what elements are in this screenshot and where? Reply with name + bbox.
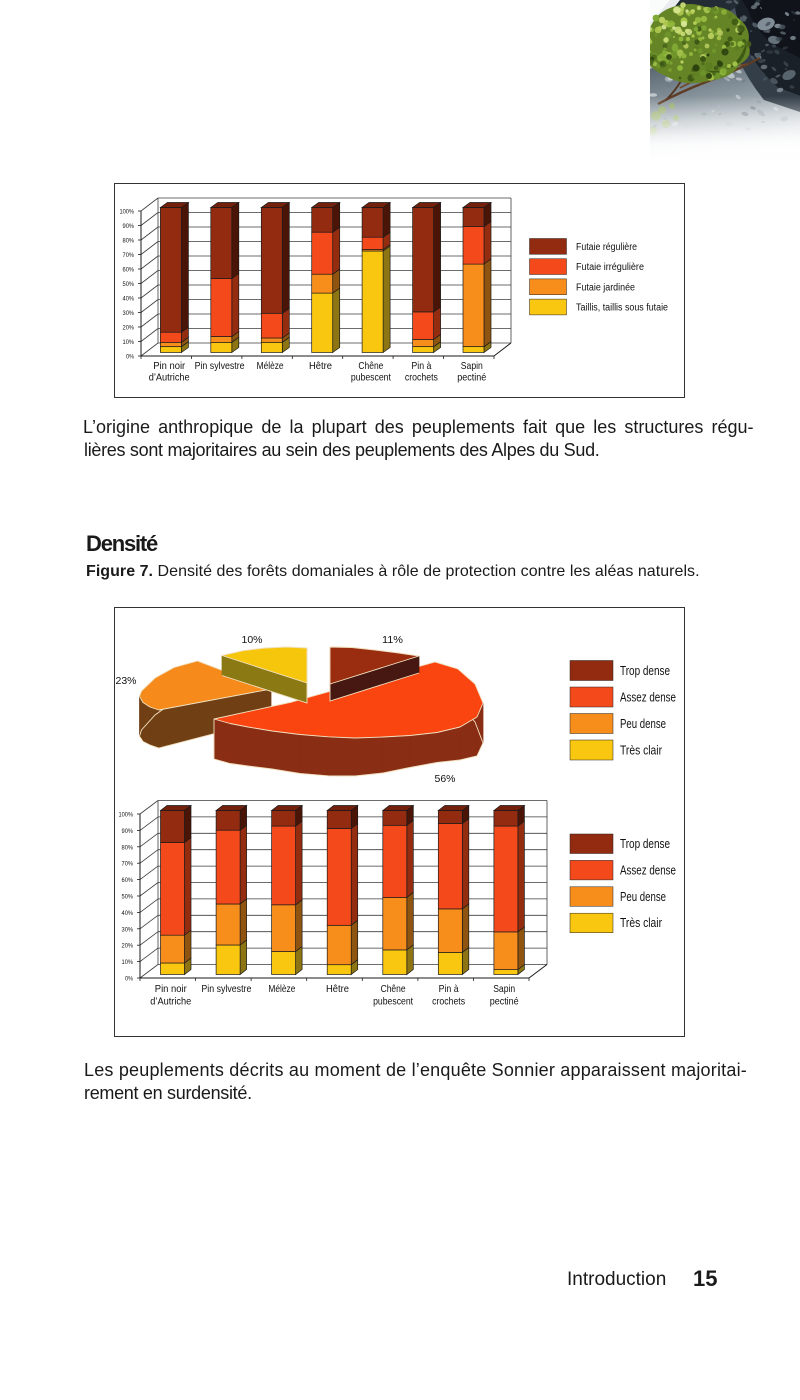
svg-text:Assez dense: Assez dense — [620, 690, 676, 705]
svg-text:pectiné: pectiné — [457, 372, 486, 384]
svg-text:Sapin: Sapin — [493, 983, 515, 995]
svg-text:d’Autriche: d’Autriche — [149, 372, 190, 384]
svg-text:56%: 56% — [435, 773, 456, 785]
svg-text:40%: 40% — [122, 910, 134, 917]
svg-text:0%: 0% — [125, 976, 133, 983]
svg-text:Pin à: Pin à — [411, 360, 431, 372]
svg-text:100%: 100% — [119, 812, 134, 819]
svg-text:0%: 0% — [126, 354, 134, 361]
svg-text:crochets: crochets — [405, 372, 438, 384]
svg-text:10%: 10% — [122, 959, 134, 966]
svg-text:Trop dense: Trop dense — [620, 663, 670, 678]
svg-text:Hêtre: Hêtre — [309, 360, 332, 372]
svg-text:80%: 80% — [123, 238, 135, 245]
svg-text:20%: 20% — [123, 325, 135, 332]
svg-text:80%: 80% — [122, 844, 134, 851]
svg-text:Pin sylvestre: Pin sylvestre — [195, 360, 245, 372]
svg-text:60%: 60% — [123, 267, 135, 274]
svg-text:70%: 70% — [123, 252, 135, 259]
svg-text:Pin noir: Pin noir — [153, 360, 185, 372]
svg-text:50%: 50% — [122, 894, 134, 901]
svg-text:30%: 30% — [122, 926, 134, 933]
svg-text:Futaie jardinée: Futaie jardinée — [576, 282, 635, 293]
svg-text:Trop dense: Trop dense — [620, 836, 670, 851]
svg-text:90%: 90% — [123, 223, 135, 230]
svg-text:Chêne: Chêne — [381, 983, 406, 995]
svg-text:Peu dense: Peu dense — [620, 716, 666, 731]
svg-text:Assez dense: Assez dense — [620, 862, 676, 877]
svg-text:Futaie régulière: Futaie régulière — [576, 242, 637, 253]
svg-text:Peu dense: Peu dense — [620, 889, 666, 904]
svg-text:20%: 20% — [122, 943, 134, 950]
svg-text:Pin à: Pin à — [439, 983, 459, 995]
svg-text:Très clair: Très clair — [620, 915, 663, 930]
svg-text:Pin noir: Pin noir — [155, 983, 187, 995]
svg-text:Sapin: Sapin — [461, 360, 483, 372]
svg-text:Futaie irrégulière: Futaie irrégulière — [576, 262, 644, 273]
svg-text:crochets: crochets — [432, 995, 465, 1007]
svg-text:60%: 60% — [122, 877, 134, 884]
svg-text:10%: 10% — [123, 339, 135, 346]
svg-text:100%: 100% — [120, 209, 135, 216]
svg-text:90%: 90% — [122, 828, 134, 835]
svg-text:pectiné: pectiné — [490, 995, 519, 1007]
svg-text:30%: 30% — [123, 310, 135, 317]
svg-text:40%: 40% — [123, 296, 135, 303]
svg-text:50%: 50% — [123, 281, 135, 288]
svg-text:70%: 70% — [122, 861, 134, 868]
svg-text:Hêtre: Hêtre — [326, 983, 349, 995]
svg-text:d’Autriche: d’Autriche — [150, 995, 191, 1007]
svg-text:Mélèze: Mélèze — [268, 983, 295, 995]
svg-text:10%: 10% — [242, 634, 263, 646]
svg-text:Très clair: Très clair — [620, 743, 663, 758]
svg-text:23%: 23% — [116, 675, 137, 687]
svg-text:Mélèze: Mélèze — [257, 360, 284, 372]
svg-text:Pin sylvestre: Pin sylvestre — [201, 983, 251, 995]
svg-text:11%: 11% — [382, 634, 403, 646]
svg-text:Chêne: Chêne — [358, 360, 383, 372]
svg-text:pubescent: pubescent — [351, 372, 391, 384]
svg-text:pubescent: pubescent — [373, 995, 413, 1007]
svg-text:Taillis, taillis sous futaie: Taillis, taillis sous futaie — [576, 303, 668, 314]
